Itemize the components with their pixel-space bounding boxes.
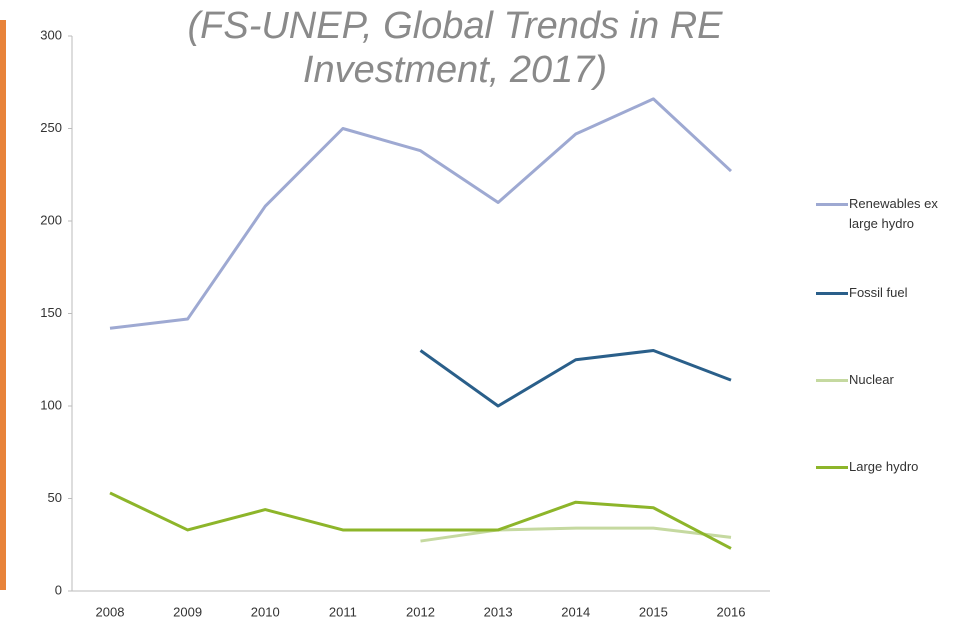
y-tick-label: 150	[40, 305, 62, 320]
x-tick-label: 2008	[96, 604, 125, 619]
legend-item: Nuclear	[816, 370, 974, 390]
y-tick-label: 200	[40, 212, 62, 227]
legend-item: Large hydro	[816, 457, 974, 477]
accent-bar	[0, 20, 6, 590]
x-tick-label: 2011	[329, 604, 357, 619]
series-line	[419, 349, 732, 408]
chart-title: (FS-UNEP, Global Trends in RE Investment…	[187, 5, 723, 91]
y-tick-label: 0	[55, 582, 62, 597]
x-tick-label: 2012	[406, 604, 435, 619]
y-tick-label: 50	[48, 490, 62, 505]
y-tick-label: 300	[40, 27, 62, 42]
x-tick-label: 2016	[717, 604, 746, 619]
x-tick-label: 2010	[251, 604, 280, 619]
legend-label: Renewables ex large hydro	[849, 196, 938, 231]
y-tick-label: 100	[40, 397, 62, 412]
y-tick-label: 250	[40, 120, 62, 135]
legend-label: Large hydro	[849, 459, 919, 474]
legend-label: Fossil fuel	[849, 285, 908, 300]
legend-label: Nuclear	[849, 372, 894, 387]
legend-swatch	[816, 466, 848, 469]
x-tick-label: 2014	[561, 604, 590, 619]
x-tick-label: 2009	[173, 604, 202, 619]
legend-item: Fossil fuel	[816, 283, 974, 303]
series-line	[420, 526, 732, 543]
legend-swatch	[816, 379, 848, 382]
series-line	[109, 491, 732, 550]
legend-swatch	[816, 203, 848, 206]
series-line	[109, 97, 733, 330]
legend-swatch	[816, 292, 848, 295]
x-tick-label: 2015	[639, 604, 668, 619]
legend-item: Renewables ex large hydro	[816, 194, 974, 234]
x-tick-label: 2013	[484, 604, 513, 619]
